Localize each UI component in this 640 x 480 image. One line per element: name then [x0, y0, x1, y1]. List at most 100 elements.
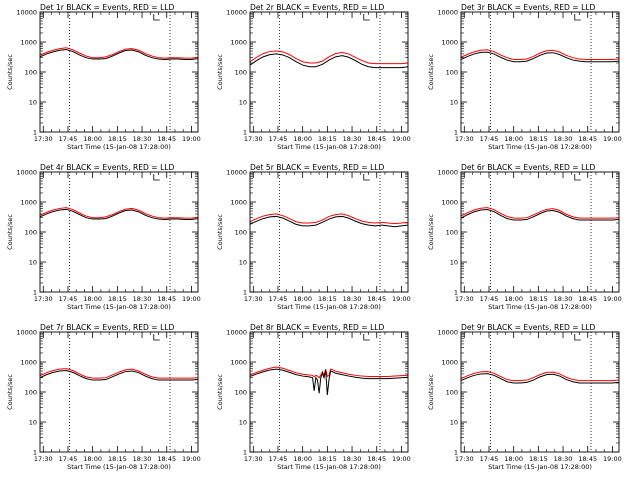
x-tick-label: 18:30 [133, 135, 152, 143]
detector-panel: Det 4r BLACK = Events, RED = LLD 1 10 100 10… [6, 163, 201, 311]
y-tick-label: 100 [446, 389, 458, 397]
x-tick-label: 18:45 [157, 135, 176, 143]
plot-frame [249, 171, 409, 293]
lld-series-line [39, 47, 199, 59]
plot-frame [460, 331, 620, 453]
x-tick-label: 18:45 [578, 295, 597, 303]
y-tick-label: 1000 [441, 359, 458, 367]
x-tick-label: 19:00 [182, 295, 201, 303]
y-tick-label: 1000 [20, 39, 37, 47]
x-tick-label: 18:45 [367, 455, 386, 463]
y-tick-label: 10000 [16, 9, 37, 17]
x-tick-label: 17:30 [244, 455, 263, 463]
x-tick-label: 18:45 [157, 295, 176, 303]
y-axis-label: Counts/sec [427, 214, 435, 250]
x-axis-label: Start Time (15-Jan-08 17:28:00) [67, 463, 171, 471]
panel-title: Det 4r BLACK = Events, RED = LLD [40, 163, 175, 172]
x-tick-label: 18:30 [554, 135, 573, 143]
x-axis-label: Start Time (15-Jan-08 17:28:00) [277, 463, 381, 471]
x-tick-label: 18:15 [318, 295, 337, 303]
events-series-line [460, 373, 620, 384]
plot-frame [460, 11, 620, 133]
x-tick-label: 17:45 [59, 135, 78, 143]
y-tick-label: 1000 [441, 199, 458, 207]
detector-panel: Det 2r BLACK = Events, RED = LLD 1 10 100 10… [216, 3, 411, 151]
x-tick-label: 18:45 [578, 455, 597, 463]
y-tick-label: 1000 [441, 39, 458, 47]
events-series-line [460, 51, 620, 63]
x-tick-label: 18:00 [83, 455, 102, 463]
x-tick-label: 17:45 [480, 135, 499, 143]
x-tick-label: 18:30 [133, 295, 152, 303]
panel-title: Det 6r BLACK = Events, RED = LLD [461, 163, 596, 172]
y-tick-label: 100 [235, 389, 247, 397]
x-axis-label: Start Time (15-Jan-08 17:28:00) [277, 303, 381, 311]
y-tick-label: 100 [446, 229, 458, 237]
x-tick-label: 17:30 [34, 455, 53, 463]
x-tick-label: 18:00 [83, 135, 102, 143]
y-tick-label: 10000 [226, 9, 247, 17]
x-tick-label: 19:00 [603, 455, 622, 463]
events-series-line [249, 53, 409, 69]
x-axis-label: Start Time (15-Jan-08 17:28:00) [67, 143, 171, 151]
events-series-line [249, 215, 409, 228]
x-tick-label: 17:45 [480, 295, 499, 303]
x-tick-label: 17:45 [269, 455, 288, 463]
detector-panel: Det 8r BLACK = Events, RED = LLD 1 10 100 10… [216, 323, 411, 471]
detector-panel: Det 5r BLACK = Events, RED = LLD 1 10 100 10… [216, 163, 411, 311]
x-tick-label: 18:15 [108, 135, 127, 143]
plot-frame [39, 171, 199, 293]
x-tick-label: 17:30 [244, 135, 263, 143]
x-tick-label: 17:30 [455, 135, 474, 143]
y-tick-label: 10 [450, 419, 458, 427]
x-tick-label: 17:45 [59, 455, 78, 463]
detector-panel: Det 9r BLACK = Events, RED = LLD 1 10 100 10… [427, 323, 622, 471]
x-axis-label: Start Time (15-Jan-08 17:28:00) [277, 143, 381, 151]
x-tick-label: 19:00 [392, 295, 411, 303]
x-tick-label: 19:00 [182, 455, 201, 463]
x-tick-label: 18:30 [133, 455, 152, 463]
detector-panel: Det 7r BLACK = Events, RED = LLD 1 10 100 10… [6, 323, 201, 471]
x-tick-label: 18:00 [504, 135, 523, 143]
x-tick-label: 18:00 [504, 455, 523, 463]
x-tick-label: 17:45 [59, 295, 78, 303]
plot-frame [249, 331, 409, 453]
panel-title: Det 7r BLACK = Events, RED = LLD [40, 323, 175, 332]
x-tick-label: 18:30 [343, 295, 362, 303]
y-tick-label: 1000 [230, 199, 247, 207]
lld-series-line [39, 207, 199, 219]
bracket-marker [363, 14, 370, 21]
x-axis-label: Start Time (15-Jan-08 17:28:00) [67, 303, 171, 311]
y-axis-label: Counts/sec [6, 54, 14, 90]
y-tick-label: 1 [454, 289, 458, 297]
y-axis-label: Counts/sec [6, 214, 14, 250]
plot-frame [460, 171, 620, 293]
y-tick-label: 10000 [226, 169, 247, 177]
y-tick-label: 10000 [16, 329, 37, 337]
plot-frame [39, 331, 199, 453]
events-series-line [39, 49, 199, 61]
y-axis-label: Counts/sec [216, 54, 224, 90]
y-tick-label: 100 [235, 229, 247, 237]
x-axis-label: Start Time (15-Jan-08 17:28:00) [488, 143, 592, 151]
lld-series-line [249, 213, 409, 225]
y-tick-label: 1 [243, 449, 247, 457]
y-axis-label: Counts/sec [427, 54, 435, 90]
x-tick-label: 19:00 [182, 135, 201, 143]
y-axis-label: Counts/sec [6, 374, 14, 410]
bracket-marker [363, 174, 370, 181]
plot-frame [39, 11, 199, 133]
x-tick-label: 17:30 [455, 295, 474, 303]
y-tick-label: 1 [33, 129, 37, 137]
x-tick-label: 18:15 [318, 455, 337, 463]
panel-title: Det 1r BLACK = Events, RED = LLD [40, 3, 175, 12]
x-tick-label: 17:45 [269, 135, 288, 143]
events-series-line [460, 209, 620, 221]
x-tick-label: 18:00 [293, 295, 312, 303]
y-tick-label: 10 [29, 259, 37, 267]
x-tick-label: 18:30 [554, 295, 573, 303]
x-tick-label: 18:15 [529, 455, 548, 463]
x-tick-label: 18:15 [318, 135, 337, 143]
x-tick-label: 17:30 [455, 455, 474, 463]
y-tick-label: 100 [235, 69, 247, 77]
